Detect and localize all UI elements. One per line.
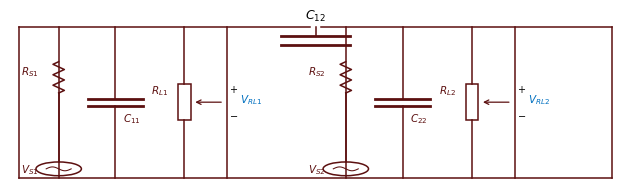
Text: $V_{S1}$: $V_{S1}$ <box>21 163 38 177</box>
Text: $V_{RL1}$: $V_{RL1}$ <box>240 93 262 107</box>
Text: $+$: $+$ <box>229 84 238 95</box>
Text: $R_{L1}$: $R_{L1}$ <box>151 84 168 98</box>
Bar <box>466 84 478 120</box>
Text: $-$: $-$ <box>229 110 238 120</box>
Bar <box>178 84 191 120</box>
Text: $R_{S2}$: $R_{S2}$ <box>308 65 326 79</box>
Text: $R_{S1}$: $R_{S1}$ <box>21 65 38 79</box>
Text: $C_{12}$: $C_{12}$ <box>305 9 326 24</box>
Text: $C_{22}$: $C_{22}$ <box>410 112 428 126</box>
Text: $+$: $+$ <box>517 84 526 95</box>
Text: $-$: $-$ <box>517 110 526 120</box>
Text: $V_{S2}$: $V_{S2}$ <box>308 163 326 177</box>
Text: $C_{11}$: $C_{11}$ <box>123 112 141 126</box>
Text: $R_{L2}$: $R_{L2}$ <box>439 84 456 98</box>
Text: $V_{RL2}$: $V_{RL2}$ <box>528 93 550 107</box>
